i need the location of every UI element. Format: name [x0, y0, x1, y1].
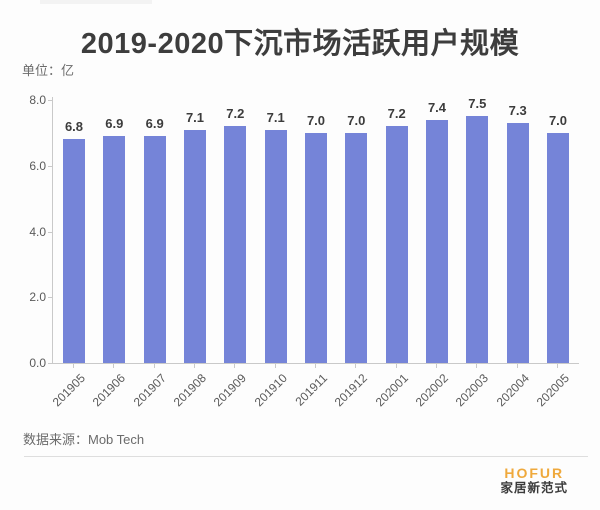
bar [466, 116, 489, 363]
bar [547, 132, 569, 363]
x-axis-tick-label: 201906 [90, 371, 129, 410]
x-axis-tick-label: 202003 [453, 371, 492, 410]
y-axis-tick-label: 6.0 [29, 158, 46, 173]
y-axis-tick-label: 2.0 [29, 290, 46, 305]
x-axis-tick-label: 201908 [170, 371, 209, 410]
bar [143, 136, 166, 363]
chart-title: 2019-2020下沉市场活跃用户规模 [80, 28, 520, 60]
bar-value-label: 6.8 [64, 119, 84, 135]
x-axis-tick-mark [355, 364, 357, 368]
x-axis-tick-mark [436, 364, 437, 368]
bar-value-label: 7.5 [468, 96, 487, 112]
footer-divider [24, 456, 588, 457]
x-axis-tick-label: 202005 [533, 371, 572, 410]
bar-value-label: 7.1 [266, 109, 285, 125]
x-axis-tick-label: 201910 [251, 371, 290, 410]
bar [63, 139, 85, 363]
x-axis-tick-mark [194, 364, 195, 368]
y-axis-tick-mark [48, 363, 52, 364]
x-axis-tick-label: 201909 [211, 371, 250, 410]
cropped-top-artifact [40, 0, 152, 4]
x-axis-tick-mark [476, 364, 478, 368]
x-axis-tick-label: 201911 [292, 371, 330, 409]
brand-logo: HOFUR 家居新范式 [500, 466, 568, 496]
x-axis-tick-label: 201905 [49, 371, 88, 410]
y-axis-tick-mark [48, 231, 52, 233]
bar [103, 136, 126, 363]
y-axis-tick-mark [48, 165, 52, 167]
x-axis-tick-label: 202001 [372, 371, 411, 410]
y-axis-tick-label: 8.0 [29, 93, 46, 107]
x-axis-tick-label: 201907 [130, 371, 169, 410]
data-source-label: 数据来源：Mob Tech [23, 432, 145, 447]
bar-value-label: 7.0 [306, 112, 326, 128]
bar [506, 123, 529, 363]
x-axis-tick-mark [395, 364, 397, 368]
logo-tagline-text: 家居新范式 [500, 481, 568, 495]
x-axis-tick-label: 201912 [332, 371, 371, 410]
x-axis-tick-mark [73, 364, 74, 368]
x-axis-tick-label: 202002 [412, 371, 451, 410]
unit-label: 单位：亿 [22, 63, 75, 78]
bar-value-label: 7.0 [548, 112, 568, 128]
x-axis-tick-mark [274, 364, 276, 368]
y-axis-tick-mark [48, 297, 52, 299]
x-axis-tick-mark [516, 364, 518, 368]
bar [305, 132, 327, 363]
bar-value-label: 6.9 [145, 116, 164, 132]
logo-brand-text: HOFUR [504, 465, 565, 481]
bar-value-label: 7.1 [185, 109, 205, 125]
x-axis-tick-mark [234, 364, 236, 368]
bar-value-label: 7.2 [387, 106, 406, 122]
y-axis-tick-label: 4.0 [29, 224, 46, 239]
bar-value-label: 7.0 [347, 112, 366, 128]
bar-value-label: 7.3 [508, 103, 527, 119]
bar [264, 129, 287, 363]
y-axis-tick-label: 0.0 [29, 356, 46, 370]
x-axis-tick-mark [315, 364, 316, 368]
x-axis-tick-mark [153, 364, 155, 368]
bar-value-label: 7.4 [427, 99, 447, 115]
bar-value-label: 6.9 [105, 116, 124, 132]
plot-area: 6.8 6.9 6.9 7.1 7.2 7.1 7.0 7.0 7.2 7.4 7.5 7.3 7.0 [52, 96, 579, 364]
y-axis-tick-mark [48, 100, 52, 101]
bar-value-label: 7.2 [226, 106, 245, 122]
bar [224, 126, 247, 363]
x-axis-tick-label: 202004 [493, 371, 532, 410]
bar [184, 129, 206, 363]
bar [426, 119, 448, 363]
x-axis-tick-mark [557, 364, 558, 368]
bar [385, 126, 408, 363]
bar [345, 132, 368, 363]
x-axis-tick-mark [113, 364, 115, 368]
